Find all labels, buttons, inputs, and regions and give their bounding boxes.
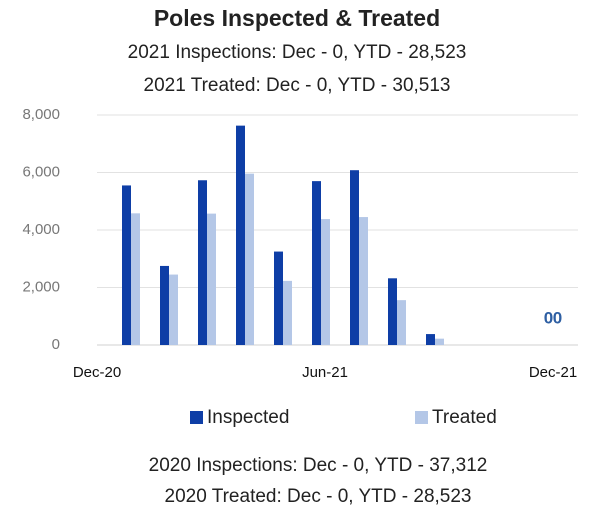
bar	[122, 185, 131, 345]
x-tick-label: Dec-20	[73, 364, 121, 381]
bar	[274, 251, 283, 345]
bar	[388, 278, 397, 345]
bar	[198, 180, 207, 345]
y-tick-label: 6,000	[22, 163, 60, 180]
y-tick-label: 4,000	[22, 221, 60, 238]
bar	[245, 173, 254, 345]
y-tick-label: 0	[52, 336, 60, 353]
legend-label: Treated	[432, 407, 497, 428]
y-tick-label: 8,000	[22, 106, 60, 123]
bar	[359, 217, 368, 345]
bar	[321, 219, 330, 345]
data-label: 0	[544, 308, 553, 327]
bar	[283, 280, 292, 345]
legend-swatch	[190, 411, 203, 424]
x-tick-label: Dec-21	[529, 364, 577, 381]
bar	[207, 213, 216, 345]
bar	[426, 334, 435, 345]
bar	[397, 300, 406, 345]
chart-title: Poles Inspected & Treated	[154, 5, 440, 31]
bar	[236, 125, 245, 345]
bar	[312, 181, 321, 345]
bar	[169, 274, 178, 345]
legend-swatch	[415, 411, 428, 424]
bar	[131, 213, 140, 345]
bar	[160, 265, 169, 345]
legend-label: Inspected	[207, 407, 289, 428]
subtitle: 2021 Treated: Dec - 0, YTD - 30,513	[144, 75, 451, 96]
bar	[435, 338, 444, 345]
y-tick-label: 2,000	[22, 278, 60, 295]
footnote: 2020 Inspections: Dec - 0, YTD - 37,312	[149, 455, 488, 476]
footnote: 2020 Treated: Dec - 0, YTD - 28,523	[165, 486, 472, 507]
bar	[350, 170, 359, 345]
data-label: 0	[553, 308, 562, 327]
subtitle: 2021 Inspections: Dec - 0, YTD - 28,523	[128, 42, 467, 63]
x-tick-label: Jun-21	[302, 364, 348, 381]
